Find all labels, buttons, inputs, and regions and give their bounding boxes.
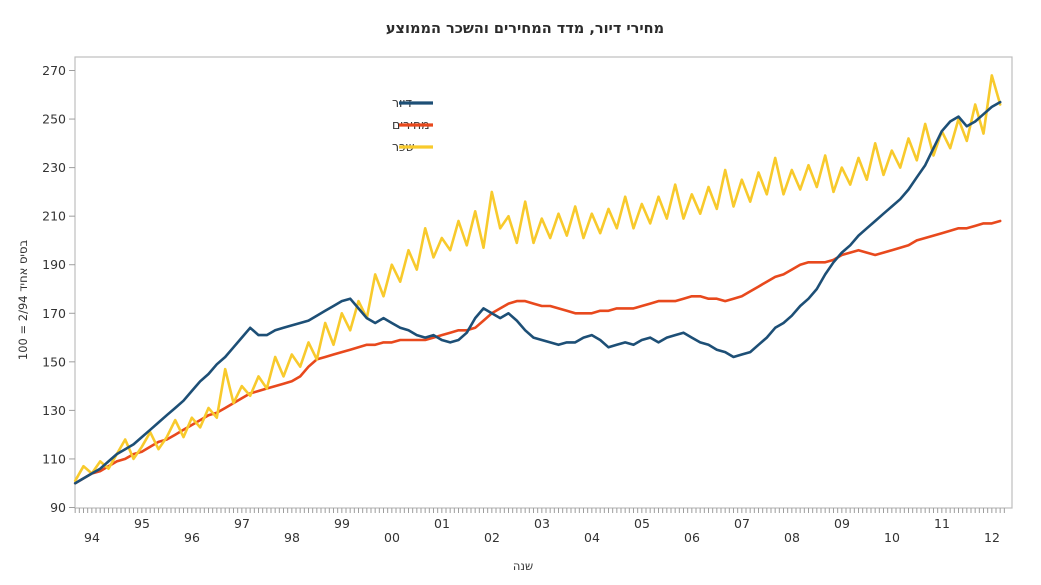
x-year-label: 06 [684,530,700,545]
y-axis-ticks: 90 110 130 150 170 190 210 230 250 270 [42,63,75,515]
x-year-label: 04 [584,530,600,545]
y-tick-label: 110 [42,451,66,466]
series-line-prices [73,219,1002,485]
plot-frame [74,56,1013,509]
x-year-label: 11 [934,516,950,531]
y-tick-label: 230 [42,160,66,175]
x-year-label: 09 [834,516,850,531]
x-year-label: 00 [384,530,400,545]
x-axis-title: שנה [513,559,533,573]
y-tick-label: 90 [50,500,66,515]
y-tick-label: 250 [42,112,66,127]
x-year-label: 96 [184,530,200,545]
x-year-label: 07 [734,516,750,531]
x-axis-labels: 94 95 96 97 98 99 00 01 02 03 04 05 06 07 08 09 10 11 12 [84,516,1000,545]
x-axis-ticks [74,508,1005,513]
legend: דיור מחירים שכר [392,95,433,154]
y-tick-label: 190 [42,257,66,272]
x-year-label: 03 [534,516,550,531]
series-line-housing [73,100,1002,485]
x-year-label: 95 [134,516,150,531]
data-series [73,74,1002,485]
series-line-wages [73,74,1002,483]
x-year-label: 99 [334,516,350,531]
x-year-label: 94 [84,530,100,545]
x-year-label: 98 [284,530,300,545]
y-tick-label: 170 [42,306,66,321]
x-year-label: 08 [784,530,800,545]
y-tick-label: 130 [42,403,66,418]
x-year-label: 10 [884,530,900,545]
y-tick-label: 150 [42,354,66,369]
y-axis-title: בסיס אחיד 2/94 = 100 [16,240,30,361]
x-year-label: 97 [234,516,250,531]
chart-title: מחירי דיור, מדד המחירים והשכר הממוצע [386,21,664,37]
y-tick-label: 210 [42,209,66,224]
y-tick-label: 270 [42,63,66,78]
x-year-label: 05 [634,516,650,531]
x-year-label: 02 [484,530,500,545]
x-year-label: 01 [434,516,450,531]
x-year-label: 12 [984,530,1000,545]
